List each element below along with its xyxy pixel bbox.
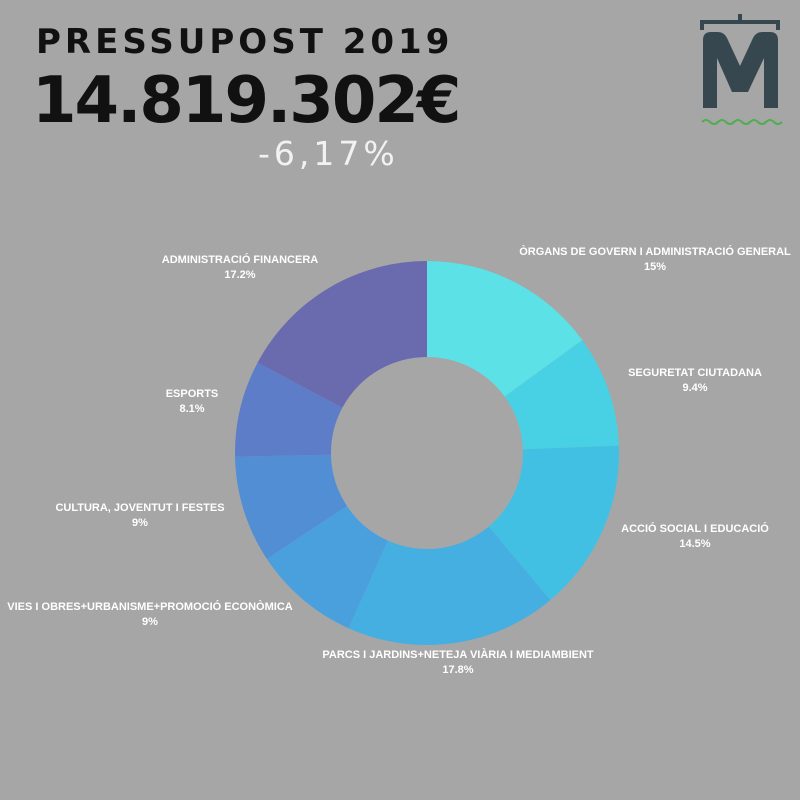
- donut-slice: [266, 505, 388, 629]
- slice-label: VIES I OBRES+URBANISME+PROMOCIÓ ECONÒMIC…: [7, 600, 292, 613]
- slice-value-label: 17.8%: [442, 664, 473, 676]
- slice-label: ACCIÓ SOCIAL I EDUCACIÓ: [621, 522, 769, 535]
- budget-amount: 14.819.302€: [32, 64, 461, 138]
- slice-label: ADMINISTRACIÓ FINANCERA: [162, 253, 318, 266]
- budget-change: -6,17%: [258, 134, 399, 173]
- donut-slice: [257, 261, 427, 408]
- donut-slice: [427, 261, 583, 397]
- donut-slice: [348, 526, 551, 645]
- slice-value-label: 8.1%: [179, 403, 204, 415]
- m-logo-icon: [700, 14, 783, 125]
- slice-label: CULTURA, JOVENTUT I FESTES: [55, 502, 224, 514]
- page-title: PRESSUPOST 2019: [36, 22, 454, 62]
- slice-value-label: 9%: [142, 616, 158, 628]
- slice-label: ÒRGANS DE GOVERN I ADMINISTRACIÓ GENERAL: [519, 245, 791, 258]
- slice-value-label: 17.2%: [224, 269, 255, 281]
- donut-slice: [235, 454, 347, 559]
- donut-slice: [504, 340, 619, 450]
- slice-label: SEGURETAT CIUTADANA: [628, 367, 762, 379]
- slice-value-label: 14.5%: [679, 538, 710, 550]
- slice-label: PARCS I JARDINS+NETEJA VIÀRIA I MEDIAMBI…: [322, 648, 594, 661]
- slice-value-label: 9.4%: [682, 382, 707, 394]
- donut-slice: [234, 362, 343, 457]
- donut-slice: [488, 445, 619, 601]
- slice-label: ESPORTS: [166, 388, 219, 400]
- slice-value-label: 15%: [644, 261, 666, 273]
- slice-value-label: 9%: [132, 517, 148, 529]
